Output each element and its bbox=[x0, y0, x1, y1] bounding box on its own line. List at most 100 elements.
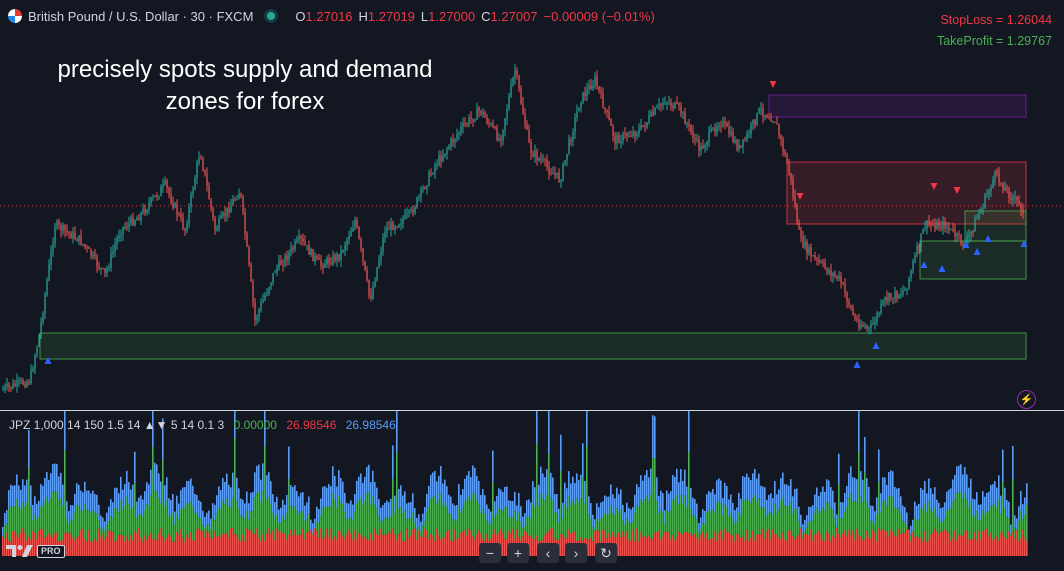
hist-bar-red bbox=[922, 541, 924, 556]
hist-bar-green bbox=[528, 516, 530, 537]
hist-bar-green bbox=[622, 520, 624, 532]
hist-bar-green bbox=[18, 506, 20, 538]
candle-body bbox=[850, 305, 852, 309]
hist-bar-green bbox=[648, 500, 650, 536]
candle-body bbox=[1022, 209, 1024, 214]
candle-body bbox=[512, 77, 514, 85]
hist-bar-green bbox=[1002, 481, 1004, 532]
hist-bar-red bbox=[348, 529, 350, 556]
scroll-forward-button[interactable]: › bbox=[565, 543, 587, 563]
candle-body bbox=[922, 229, 924, 234]
hist-bar-red bbox=[862, 540, 864, 556]
hist-bar-red bbox=[776, 534, 778, 556]
candle-body bbox=[808, 247, 810, 254]
tv-logo-icon bbox=[6, 545, 33, 557]
hist-bar-red bbox=[880, 530, 882, 556]
pane-divider[interactable] bbox=[0, 410, 1064, 411]
hist-bar-blue bbox=[62, 484, 64, 506]
candle-body bbox=[212, 208, 214, 218]
candle-body bbox=[226, 207, 228, 216]
reset-chart-button[interactable]: ↻ bbox=[595, 543, 617, 563]
hist-bar-green bbox=[810, 521, 812, 530]
hist-bar-green bbox=[408, 518, 410, 538]
hist-bar-red bbox=[390, 533, 392, 556]
candle-body bbox=[912, 261, 914, 271]
price-pane[interactable] bbox=[0, 0, 1064, 410]
hist-bar-green bbox=[308, 514, 310, 532]
candle-body bbox=[36, 346, 38, 357]
hist-bar-red bbox=[680, 532, 682, 556]
hist-bar-red bbox=[618, 532, 620, 556]
hist-bar-blue bbox=[202, 510, 204, 525]
hist-bar-blue bbox=[424, 507, 426, 522]
hist-bar-green bbox=[86, 510, 88, 542]
candle-body bbox=[42, 313, 44, 323]
candle-body bbox=[880, 303, 882, 313]
indicator-value-3: 26.98546 bbox=[345, 418, 396, 432]
hist-bar-green bbox=[118, 512, 120, 536]
hist-bar-blue bbox=[450, 496, 452, 515]
candle-body bbox=[790, 173, 792, 180]
hist-bar-red bbox=[860, 536, 862, 556]
hist-bar-green bbox=[384, 518, 386, 535]
hist-bar-blue bbox=[928, 478, 930, 502]
hist-bar-blue bbox=[188, 480, 190, 504]
candle-body bbox=[488, 123, 490, 125]
hist-bar-blue bbox=[336, 486, 338, 508]
hist-bar-blue bbox=[570, 483, 572, 506]
hist-bar-red bbox=[746, 530, 748, 556]
hist-bar-blue bbox=[932, 493, 934, 513]
candle-body bbox=[1016, 196, 1018, 201]
hist-bar-blue bbox=[418, 514, 420, 527]
candle-body bbox=[966, 236, 968, 244]
symbol-title[interactable]: British Pound / U.S. Dollar · 30 · FXCM bbox=[28, 8, 254, 24]
hist-bar-red bbox=[370, 533, 372, 556]
hist-bar-green bbox=[774, 503, 776, 534]
hist-bar-red bbox=[684, 531, 686, 556]
hist-bar-red bbox=[962, 536, 964, 556]
buy-marker-icon bbox=[984, 235, 992, 242]
hist-bar-blue bbox=[874, 511, 876, 525]
hist-bar-blue bbox=[632, 507, 634, 522]
scroll-back-button[interactable]: ‹ bbox=[537, 543, 559, 563]
hist-bar-blue bbox=[166, 477, 168, 501]
zoom-in-button[interactable]: + bbox=[507, 543, 529, 563]
hist-bar-red bbox=[876, 541, 878, 556]
hist-bar-red bbox=[850, 534, 852, 556]
zoom-out-button[interactable]: − bbox=[479, 543, 501, 563]
hist-bar-green bbox=[922, 509, 924, 542]
hist-bar-green bbox=[74, 512, 76, 541]
indicator-name[interactable]: JPZ 1,000 14 150 1.5 14 ▲▼ 5 14 0.1 3 bbox=[9, 418, 225, 432]
lightning-icon[interactable]: ⚡ bbox=[1017, 390, 1036, 409]
candle-body bbox=[552, 173, 554, 175]
hist-bar-blue bbox=[22, 479, 24, 503]
hist-bar-green bbox=[724, 504, 726, 529]
hist-bar-blue bbox=[430, 474, 432, 500]
hist-bar-blue bbox=[790, 479, 792, 503]
hist-bar-red bbox=[978, 530, 980, 556]
hist-bar-blue bbox=[54, 463, 56, 492]
hist-bar-red bbox=[712, 538, 714, 556]
hist-bar-blue bbox=[478, 481, 480, 504]
hist-bar-blue bbox=[78, 484, 80, 507]
hist-bar-blue bbox=[300, 492, 302, 512]
hist-bar-blue bbox=[362, 482, 364, 505]
hist-bar-green bbox=[546, 495, 548, 534]
candle-body bbox=[602, 93, 604, 109]
hist-bar-red bbox=[458, 537, 460, 556]
hist-bar-red bbox=[888, 537, 890, 556]
hist-bar-red bbox=[886, 530, 888, 556]
candle-body bbox=[1012, 197, 1014, 200]
tradingview-logo[interactable]: PRO bbox=[6, 544, 65, 558]
hist-bar-green bbox=[466, 499, 468, 537]
hist-bar-red bbox=[420, 536, 422, 556]
hist-bar-blue bbox=[792, 496, 794, 515]
market-status-icon[interactable] bbox=[267, 12, 276, 20]
hist-bar-green bbox=[174, 524, 176, 542]
hist-bar-blue bbox=[278, 509, 280, 524]
hist-bar-blue bbox=[502, 491, 504, 512]
hist-bar-blue bbox=[846, 485, 848, 507]
hist-bar-green bbox=[868, 507, 870, 538]
hist-bar-green bbox=[682, 503, 684, 535]
indicator-legend[interactable]: JPZ 1,000 14 150 1.5 14 ▲▼ 5 14 0.1 3 0.… bbox=[9, 418, 396, 432]
